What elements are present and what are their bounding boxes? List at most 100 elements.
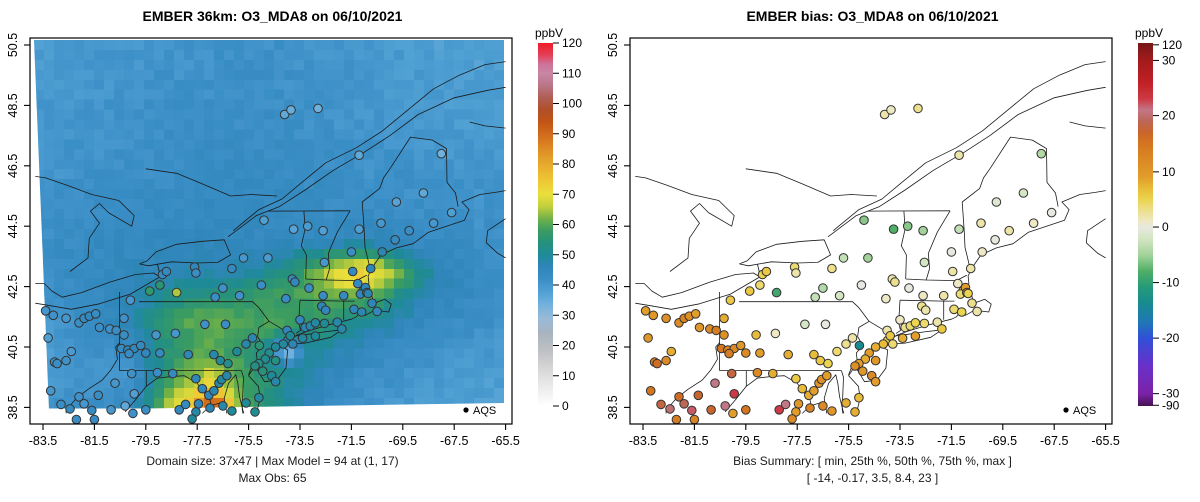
svg-text:48.5: 48.5 <box>6 93 20 117</box>
aqs-legend: AQS <box>1063 405 1096 417</box>
station-dot <box>218 283 228 293</box>
station-dot <box>850 407 860 417</box>
svg-text:44.5: 44.5 <box>6 214 20 238</box>
border-ma_north <box>905 274 967 281</box>
station-dot <box>870 342 881 352</box>
svg-text:42.5: 42.5 <box>6 274 20 298</box>
station-dot <box>661 313 671 324</box>
station-dot <box>187 414 197 424</box>
svg-text:-73.5: -73.5 <box>286 434 315 448</box>
station-dot <box>227 406 237 416</box>
svg-text:-67.5: -67.5 <box>440 434 469 448</box>
model-panel-title: EMBER 36km: O3_MDA8 on 06/10/2021 <box>142 8 403 24</box>
station-dot <box>870 355 881 366</box>
station-dot <box>304 283 314 293</box>
border-ct_ny <box>895 300 901 334</box>
station-dot <box>854 392 864 403</box>
station-dot <box>404 225 415 236</box>
bias-map-canvas: -83.5 -81.5 -79.5 -77.5 -75.5 -73.5 -71.5 -69.5… <box>606 26 1182 448</box>
station-dot <box>818 283 828 293</box>
svg-text:-30: -30 <box>1162 387 1180 401</box>
station-dot <box>180 399 191 410</box>
station-dot <box>183 349 193 360</box>
station-dot <box>665 404 675 414</box>
svg-text:40.5: 40.5 <box>606 335 620 359</box>
station-dot <box>719 330 729 340</box>
station-dot <box>256 280 267 290</box>
bias-panel-title: EMBER bias: O3_MDA8 on 06/10/2021 <box>746 8 999 24</box>
station-dot <box>976 218 986 228</box>
station-dot <box>854 340 865 351</box>
svg-text:-83.5: -83.5 <box>29 434 58 448</box>
station-dot <box>904 283 914 293</box>
station-dot <box>897 333 908 344</box>
station-dot <box>128 408 138 419</box>
station-dot <box>71 414 82 424</box>
station-dot <box>724 348 734 359</box>
station-dot <box>377 247 388 257</box>
station-dot <box>741 348 751 358</box>
station-dot <box>310 318 321 328</box>
svg-text:AQS: AQS <box>473 405 496 417</box>
svg-text:120: 120 <box>1162 38 1182 52</box>
station-dot <box>870 376 881 387</box>
station-dot <box>318 225 328 236</box>
station-dot <box>791 268 801 278</box>
svg-text:-71.5: -71.5 <box>937 434 966 448</box>
station-dot <box>774 405 784 415</box>
station-dot <box>111 325 121 336</box>
svg-text:-77.5: -77.5 <box>783 434 812 448</box>
station-dot <box>890 277 900 287</box>
station-dot <box>354 224 364 234</box>
station-dot <box>827 263 837 274</box>
svg-text:-81.5: -81.5 <box>680 434 709 448</box>
station-dot <box>270 376 281 387</box>
station-dot <box>953 278 963 289</box>
station-dot <box>353 278 363 289</box>
bias-caption-summary-label: Bias Summary: [ min, 25th %, 50th %, 75t… <box>733 454 1012 468</box>
station-dot <box>436 148 447 159</box>
station-dot <box>391 197 402 207</box>
station-dot <box>263 253 273 263</box>
station-dot <box>755 280 765 290</box>
station-dot <box>770 328 781 339</box>
station-dot <box>956 307 967 317</box>
station-dot <box>257 366 268 377</box>
station-dot <box>809 349 819 360</box>
station-dot <box>141 405 151 415</box>
svg-text:90: 90 <box>562 127 576 141</box>
svg-text:42.5: 42.5 <box>606 274 620 298</box>
station-dot <box>863 253 873 263</box>
station-dot <box>841 398 851 408</box>
station-dot <box>259 215 269 225</box>
border-fundy_ns <box>485 218 506 259</box>
svg-text:120: 120 <box>562 36 582 50</box>
svg-text:46.5: 46.5 <box>6 154 20 178</box>
station-dot <box>220 319 231 330</box>
station-dot <box>1036 148 1047 159</box>
station-dot <box>895 315 905 325</box>
station-dot <box>365 263 376 274</box>
bias-stations-layer <box>640 103 1057 424</box>
station-dot <box>48 310 59 321</box>
station-dot <box>227 263 237 274</box>
station-dot <box>66 346 77 357</box>
svg-text:110: 110 <box>562 66 581 80</box>
station-dot <box>241 398 251 408</box>
station-dot <box>791 373 801 384</box>
basemap-borders <box>35 61 506 414</box>
svg-text:48.5: 48.5 <box>606 93 620 117</box>
border-st_lawrence_s <box>227 86 506 238</box>
svg-text:-65.5: -65.5 <box>491 434 520 448</box>
station-dot <box>319 257 330 268</box>
svg-text:10: 10 <box>562 369 576 383</box>
station-dot <box>1004 225 1015 236</box>
station-dot <box>155 348 165 358</box>
station-dot <box>726 368 737 379</box>
svg-text:-75.5: -75.5 <box>234 434 263 448</box>
border-nb_coast <box>469 121 506 129</box>
station-dot <box>768 368 778 379</box>
station-dot <box>74 392 84 402</box>
svg-text:0: 0 <box>1162 220 1169 234</box>
